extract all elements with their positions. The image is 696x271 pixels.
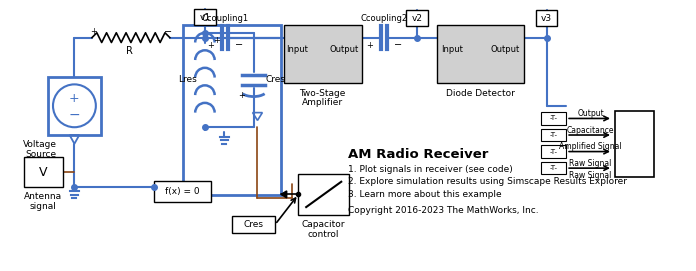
- Text: Voltage: Voltage: [23, 140, 57, 149]
- Text: v2: v2: [412, 14, 422, 23]
- Bar: [24, 157, 63, 187]
- Bar: [194, 9, 216, 25]
- Bar: [541, 129, 566, 141]
- Text: +: +: [69, 92, 80, 105]
- Text: Lres: Lres: [178, 76, 197, 85]
- Text: −: −: [394, 40, 402, 50]
- Text: R: R: [125, 46, 132, 56]
- Text: +: +: [90, 27, 97, 36]
- Text: AM Radio Receiver: AM Radio Receiver: [348, 148, 489, 161]
- Text: -T-: -T-: [550, 165, 557, 171]
- Text: -T-: -T-: [550, 132, 557, 138]
- Bar: [436, 25, 524, 83]
- Text: Antenna: Antenna: [24, 192, 63, 201]
- Text: −: −: [235, 40, 243, 50]
- Text: Input: Input: [441, 45, 464, 54]
- Text: −: −: [164, 27, 172, 37]
- Text: Capacitor: Capacitor: [302, 220, 345, 229]
- Bar: [48, 77, 101, 135]
- Text: Amplifier: Amplifier: [302, 98, 343, 107]
- Bar: [232, 216, 275, 233]
- Bar: [299, 174, 349, 215]
- Text: Cres: Cres: [244, 220, 264, 229]
- Text: Amplified Signal: Amplified Signal: [559, 142, 622, 151]
- Polygon shape: [281, 191, 287, 198]
- Bar: [541, 162, 566, 175]
- Text: Output: Output: [490, 45, 519, 54]
- Text: control: control: [308, 230, 340, 239]
- Text: +: +: [207, 41, 214, 50]
- Text: -T-: -T-: [550, 149, 557, 154]
- Text: +: +: [366, 41, 373, 50]
- Text: Ccoupling2: Ccoupling2: [361, 14, 408, 23]
- Bar: [155, 181, 211, 202]
- Text: Raw Signal: Raw Signal: [569, 172, 612, 180]
- Text: Ccoupling1: Ccoupling1: [202, 14, 249, 23]
- Text: V: V: [39, 166, 47, 179]
- Text: 1. Plot signals in receiver (see code): 1. Plot signals in receiver (see code): [348, 164, 513, 174]
- Bar: [406, 10, 428, 26]
- Text: Output: Output: [329, 45, 359, 54]
- Text: signal: signal: [30, 202, 56, 211]
- Text: -T-: -T-: [550, 115, 557, 121]
- Bar: [541, 145, 566, 158]
- Text: v3: v3: [541, 14, 553, 23]
- Text: Raw Signal: Raw Signal: [569, 159, 612, 168]
- Text: Two-Stage: Two-Stage: [299, 89, 346, 98]
- Text: Copyright 2016-2023 The MathWorks, Inc.: Copyright 2016-2023 The MathWorks, Inc.: [348, 207, 539, 215]
- Bar: [615, 111, 654, 177]
- Bar: [541, 112, 566, 125]
- Circle shape: [53, 84, 96, 127]
- Text: v1: v1: [199, 13, 210, 22]
- Text: Output: Output: [577, 109, 604, 118]
- Text: 3. Learn more about this example: 3. Learn more about this example: [348, 190, 502, 199]
- Text: +: +: [213, 36, 220, 45]
- Text: f(x) = 0: f(x) = 0: [165, 187, 200, 196]
- Bar: [536, 10, 557, 26]
- Text: Diode Detector: Diode Detector: [446, 89, 515, 98]
- Text: +: +: [239, 91, 246, 100]
- Bar: [284, 25, 362, 83]
- Text: Source: Source: [26, 150, 57, 159]
- Text: Cres: Cres: [265, 76, 285, 85]
- Bar: [184, 25, 281, 195]
- Text: −: −: [69, 108, 80, 122]
- Text: Capacitance: Capacitance: [567, 126, 615, 135]
- Text: Input: Input: [287, 45, 308, 54]
- Text: 2. Explore simulation results using Simscape Results Explorer: 2. Explore simulation results using Sims…: [348, 177, 627, 186]
